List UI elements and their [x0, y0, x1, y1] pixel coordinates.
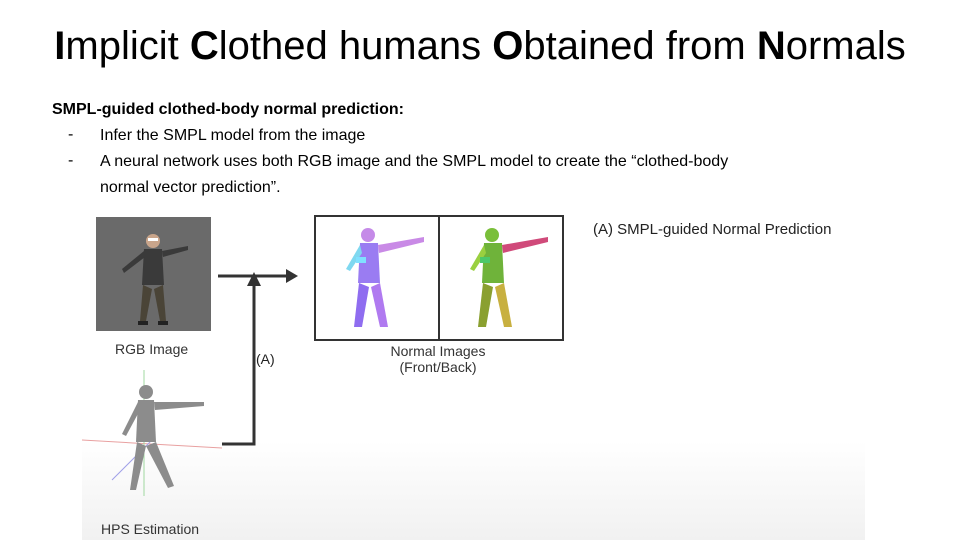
hps-body-model-icon [82, 370, 222, 496]
rgb-image-label: RGB Image [115, 341, 189, 357]
pipeline-arrows [218, 269, 298, 446]
title-part: N [756, 24, 786, 68]
person-photo-icon [122, 234, 188, 325]
back-normal-icon [470, 228, 548, 327]
bullet-text-continued: normal vector prediction”. [100, 179, 281, 196]
section-heading: SMPL-guided clothed-body normal predicti… [52, 101, 404, 118]
front-normal-icon [346, 228, 424, 327]
hps-estimation-label: HPS Estimation [101, 521, 200, 537]
bullet-dash: - [68, 126, 74, 143]
figure-caption: (A) SMPL-guided Normal Prediction [593, 221, 832, 238]
bullet-text: A neural network uses both RGB image and… [100, 153, 729, 170]
slide-title: Implicit Clothed humans Obtained from No… [0, 22, 960, 70]
normal-images-label: Normal Images (Front/Back) [388, 343, 488, 375]
title-part: lothed humans [218, 24, 493, 68]
title-part: btained from [523, 24, 757, 68]
title-part: ormals [785, 24, 906, 68]
title-part: mplicit [65, 24, 190, 68]
rgb-image [96, 217, 211, 331]
title-part: I [54, 24, 66, 68]
title-part: C [189, 24, 219, 68]
normal-divider [438, 217, 440, 339]
normal-images-label-line2: (Front/Back) [399, 359, 477, 375]
bullet-dash: - [68, 152, 74, 169]
arrow-label: (A) [256, 351, 275, 367]
bullet-text: Infer the SMPL model from the image [100, 127, 366, 144]
normal-images-box [314, 215, 564, 341]
title-part: O [492, 24, 524, 68]
normal-images-label-line1: Normal Images [390, 343, 486, 359]
pipeline-figure: RGB Image HPS Estimation (A) [82, 210, 865, 540]
